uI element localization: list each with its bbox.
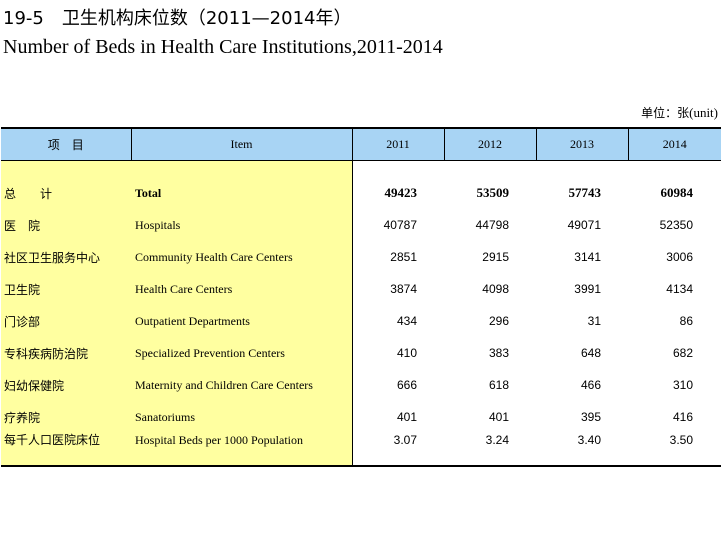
value-cell: 3.07 xyxy=(352,433,444,467)
value-cell: 44798 xyxy=(475,218,509,232)
spacer-cell xyxy=(536,161,628,178)
unit-label-english: (unit) xyxy=(689,105,718,120)
value-cell: 2851 xyxy=(390,250,417,264)
value-cell: 49423 xyxy=(384,185,418,200)
value-cell: 296 xyxy=(488,314,509,328)
value-cell: 3874 xyxy=(390,282,417,296)
value-cell: 395 xyxy=(580,410,601,424)
value-cell: 3.50 xyxy=(628,433,721,467)
page-title-english: Number of Beds in Health Care Institutio… xyxy=(3,36,443,58)
value-cell: 401 xyxy=(488,410,509,424)
value-cell: 40787 xyxy=(383,218,417,232)
table-row: 门诊部 Outpatient Departments 434 296 31 86 xyxy=(1,305,721,337)
row-label-english: Hospitals xyxy=(131,209,353,241)
beds-table: 项 目 Item 2011 2012 2013 2014 总 计 Total 494… xyxy=(1,127,721,467)
spacer-cell xyxy=(628,161,721,178)
table-row: 总 计 Total 49423 53509 57743 60984 xyxy=(1,177,721,209)
header-year: 2013 xyxy=(535,127,628,161)
value-cell: 383 xyxy=(488,346,509,360)
value-cell: 49071 xyxy=(567,218,601,232)
value-cell: 3006 xyxy=(666,250,693,264)
value-cell: 666 xyxy=(396,378,417,392)
value-cell: 3991 xyxy=(574,282,601,296)
value-cell: 86 xyxy=(679,314,693,328)
value-cell: 3141 xyxy=(574,250,601,264)
row-label-chinese: 总 计 xyxy=(1,177,131,209)
row-label-english: Total xyxy=(131,177,353,209)
row-label-chinese: 每千人口医院床位 xyxy=(1,433,131,467)
value-cell: 53509 xyxy=(476,185,510,200)
row-label-english-text: Hospital Beds per 1000 Population xyxy=(135,433,303,447)
row-label-chinese: 卫生院 xyxy=(1,273,131,305)
unit-label: 单位：张(unit) xyxy=(641,104,718,121)
value-cell: 466 xyxy=(580,378,601,392)
header-item-english: Item xyxy=(130,127,352,161)
value-cell: 4098 xyxy=(482,282,509,296)
table-row: 社区卫生服务中心 Community Health Care Centers 285… xyxy=(1,241,721,273)
value-cell: 648 xyxy=(580,346,601,360)
row-label-english: Outpatient Departments xyxy=(131,305,353,337)
value-cell-text: 3.07 xyxy=(393,433,417,447)
value-cell: 682 xyxy=(672,346,693,360)
row-label-chinese: 专科疾病防治院 xyxy=(1,337,131,369)
spacer-cell xyxy=(1,160,131,177)
value-cell: 31 xyxy=(587,314,601,328)
spacer-cell xyxy=(444,161,536,178)
value-cell: 410 xyxy=(396,346,417,360)
value-cell: 60984 xyxy=(660,185,694,200)
row-label-english: Health Care Centers xyxy=(131,273,353,305)
value-cell: 310 xyxy=(672,378,693,392)
row-label-english: Maternity and Children Care Centers xyxy=(131,369,353,401)
table-row: 每千人口医院床位 Hospital Beds per 1000 Populatio… xyxy=(1,433,721,467)
table-row: 妇幼保健院 Maternity and Children Care Centers… xyxy=(1,369,721,401)
unit-label-chinese: 单位：张 xyxy=(641,106,690,120)
value-cell: 52350 xyxy=(659,218,693,232)
table-row: 卫生院 Health Care Centers 3874 4098 3991 4134 xyxy=(1,273,721,305)
value-cell: 4134 xyxy=(666,282,693,296)
row-label-english: Community Health Care Centers xyxy=(131,241,353,273)
row-label-chinese: 医 院 xyxy=(1,209,131,241)
table-row: 专科疾病防治院 Specialized Prevention Centers 410… xyxy=(1,337,721,369)
value-cell-text: 3.40 xyxy=(577,433,601,447)
header-year: 2012 xyxy=(443,127,536,161)
header-item-chinese: 项 目 xyxy=(1,127,131,161)
value-cell: 2915 xyxy=(482,250,509,264)
table-row: 疗养院 Sanatoriums 401 401 395 416 xyxy=(1,401,721,433)
value-cell: 416 xyxy=(672,410,693,424)
value-cell: 401 xyxy=(396,410,417,424)
row-label-chinese: 社区卫生服务中心 xyxy=(1,241,131,273)
spacer-cell xyxy=(131,160,353,177)
page-title-chinese: 19-5 卫生机构床位数（2011—2014年） xyxy=(3,8,352,29)
row-label-english: Hospital Beds per 1000 Population xyxy=(131,433,353,467)
table-body: 总 计 Total 49423 53509 57743 60984 医 院 Hospitals… xyxy=(1,160,721,467)
header-year: 2011 xyxy=(351,127,444,161)
spacer-row xyxy=(1,160,721,178)
row-label-chinese: 妇幼保健院 xyxy=(1,369,131,401)
value-cell-text: 3.24 xyxy=(485,433,509,447)
table-header: 项 目 Item 2011 2012 2013 2014 xyxy=(1,127,721,161)
row-label-chinese-text: 每千人口医院床位 xyxy=(4,433,101,447)
value-cell: 3.24 xyxy=(444,433,536,467)
row-label-chinese: 门诊部 xyxy=(1,305,131,337)
value-cell: 618 xyxy=(488,378,509,392)
value-cell-text: 3.50 xyxy=(669,433,693,447)
value-cell: 3.40 xyxy=(536,433,628,467)
value-cell: 57743 xyxy=(568,185,602,200)
row-label-chinese: 疗养院 xyxy=(1,401,131,433)
spacer-cell xyxy=(352,161,444,178)
value-cell: 434 xyxy=(396,314,417,328)
table-row: 医 院 Hospitals 40787 44798 49071 52350 xyxy=(1,209,721,241)
row-label-english: Sanatoriums xyxy=(131,401,353,433)
header-year: 2014 xyxy=(627,127,721,161)
row-label-english: Specialized Prevention Centers xyxy=(131,337,353,369)
